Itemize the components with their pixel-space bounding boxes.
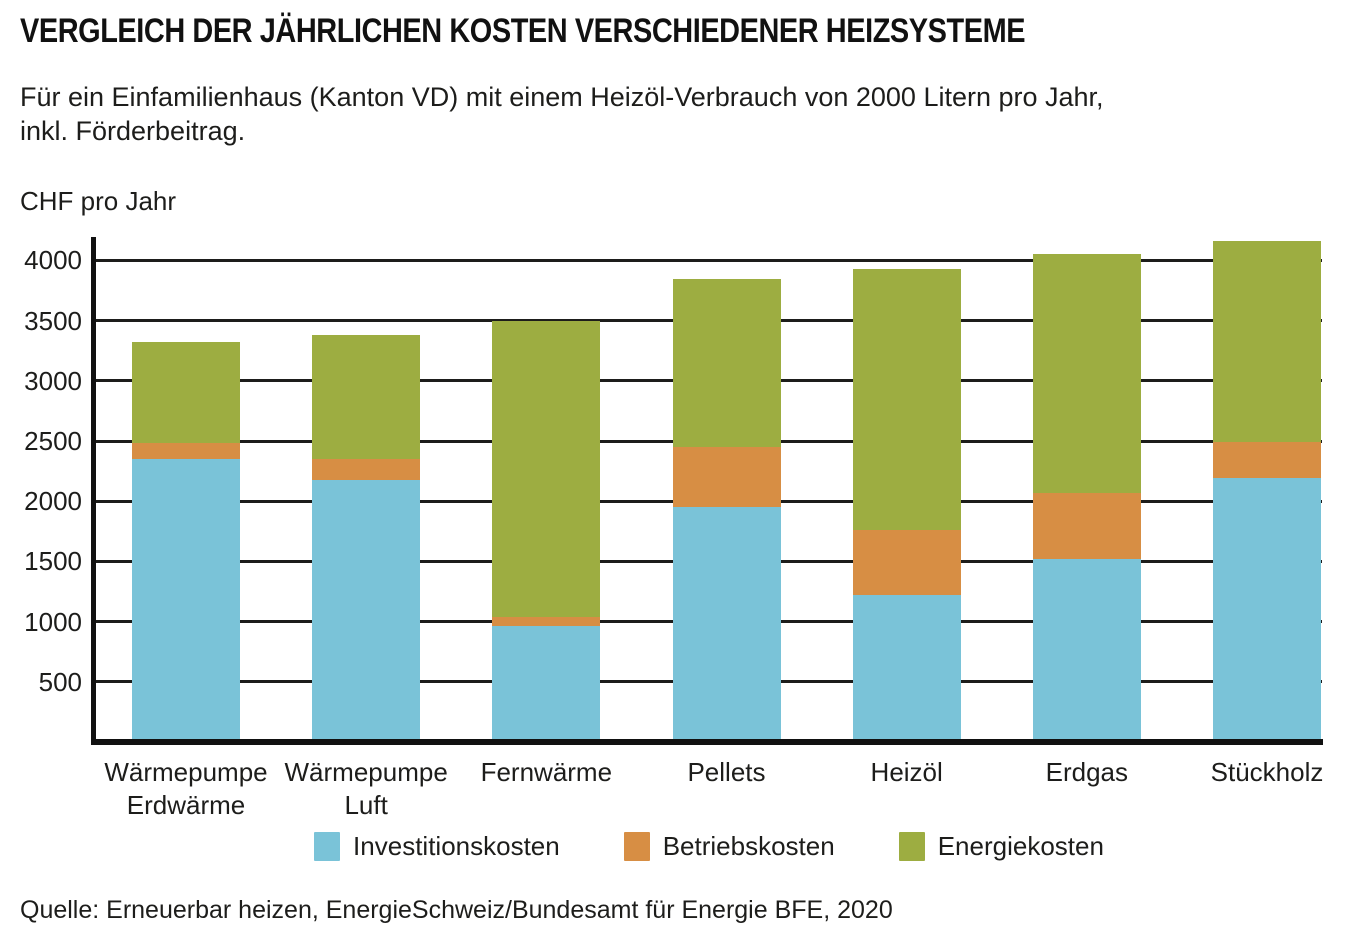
y-tick-label-3000: 3000 [24,365,82,396]
bar-segment-investitionskosten [672,507,781,742]
x-category-label: Wärmepumpe Erdwärme [104,757,268,820]
bar-segment-energiekosten [852,268,961,531]
legend-label: Betriebskosten [662,831,835,861]
legend-item-betriebskosten: Betriebskosten [623,831,835,862]
bar-segment-investitionskosten [1213,478,1322,742]
x-category-label: Wärmepumpe Luft [284,757,448,820]
bar-segment-energiekosten [492,320,601,617]
bar-group-7 [1213,241,1322,742]
x-category-label: Heizöl [870,757,943,787]
bar-group-5 [852,268,961,742]
chart-subtitle: Für ein Einfamilienhaus (Kanton VD) mit … [20,82,1104,146]
x-axis-line [91,739,1323,745]
bar-group-3 [492,320,601,742]
legend-label: Energiekosten [937,831,1104,861]
bar-segment-betriebskosten [1213,442,1322,479]
y-axis-line [91,237,96,745]
plot-area: 500 1000 1500 2000 2500 3000 3500 4000 Wärmepump… [24,237,1323,820]
legend: Investitionskosten Betriebskosten Energiek… [95,831,1323,862]
bar-group-6 [1032,254,1141,742]
bar-segment-betriebskosten [852,530,961,596]
x-category-label: Fernwärme [480,757,613,787]
y-tick-label-2000: 2000 [24,486,82,517]
legend-item-investitionskosten: Investitionskosten [314,831,560,862]
bar-segment-betriebskosten [492,616,601,627]
chart-title: VERGLEICH DER JÄHRLICHEN KOSTEN VERSCHIE… [20,12,1026,50]
bar-group-4 [672,278,781,742]
bar-segment-energiekosten [132,342,240,444]
legend-swatch-energiekosten [898,832,925,861]
x-category-label: Pellets [687,757,766,787]
y-tick-label-500: 500 [38,666,82,697]
y-tick-label-3500: 3500 [24,305,82,336]
source-note: Quelle: Erneuerbar heizen, EnergieSchwei… [20,896,893,924]
bar-segment-betriebskosten [312,459,421,480]
bar-segment-betriebskosten [672,447,781,508]
bar-segment-energiekosten [312,335,421,460]
bar-segment-betriebskosten [1032,492,1141,560]
bar-group-1 [132,342,240,742]
bar-segment-energiekosten [1213,241,1322,443]
gridline-4000 [95,258,1322,262]
legend-item-energiekosten: Energiekosten [898,831,1104,862]
legend-swatch-betriebskosten [623,832,650,861]
y-tick-label-2500: 2500 [24,426,82,457]
bar-group-2 [312,335,421,742]
legend-label: Investitionskosten [353,831,560,861]
bar-segment-investitionskosten [132,459,240,742]
bar-segment-investitionskosten [1032,559,1141,742]
bar-segment-investitionskosten [492,626,601,742]
y-tick-label-1000: 1000 [24,606,82,637]
x-category-label: Stückholz [1210,757,1324,787]
bar-segment-betriebskosten [132,443,240,460]
bar-segment-energiekosten [1032,254,1141,493]
bar-segment-investitionskosten [852,595,961,742]
bar-segment-energiekosten [672,278,781,448]
y-tick-label-4000: 4000 [24,245,82,276]
bar-segment-investitionskosten [312,479,421,742]
y-tick-label-1500: 1500 [24,546,82,577]
y-axis-unit-label: CHF pro Jahr [20,186,177,216]
legend-swatch-investitionskosten [314,832,341,861]
x-category-label: Erdgas [1045,757,1129,787]
